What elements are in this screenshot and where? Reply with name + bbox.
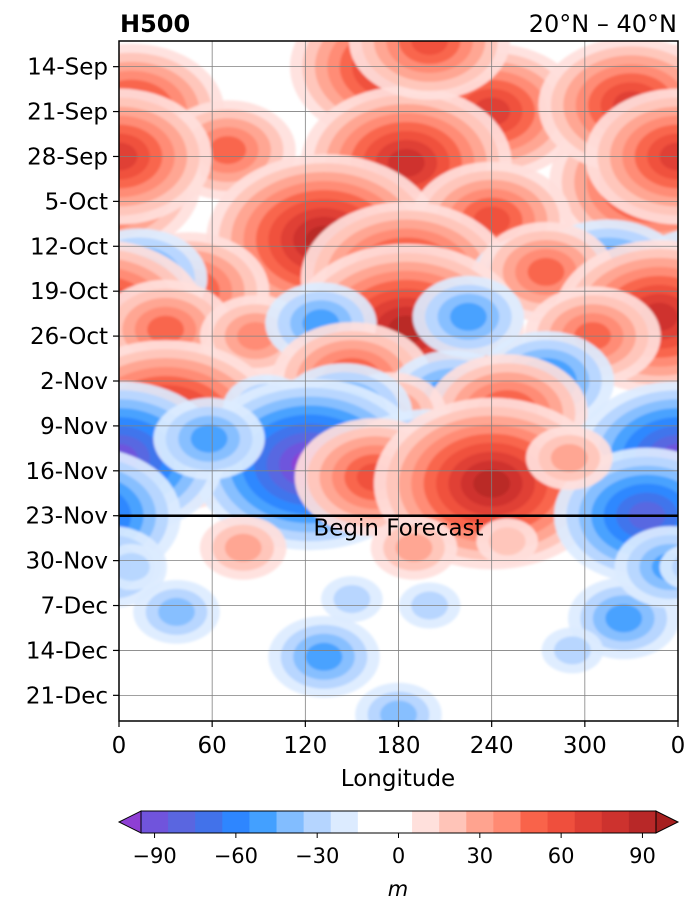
anomaly-contour [395,533,433,562]
y-tick-label: 9-Nov [40,414,108,440]
anomaly-contour [190,424,228,453]
y-tick-label: 28-Sep [27,144,108,170]
anomaly-cell-44 [268,615,380,698]
colorbar-swatch [195,811,223,833]
chart-title-right: 20°N – 40°N [529,10,677,38]
anomaly-cell-22 [412,275,525,358]
x-axis: 0 60 120 180 240 300 0 [112,721,686,759]
colorbar-extend-min [117,810,142,834]
colorbar-swatch [384,811,413,833]
anomaly-cell-7 [349,41,511,100]
y-tick-label: 21-Dec [26,683,108,709]
colorbar-swatch [601,811,630,833]
y-tick-label: 30-Nov [26,549,108,575]
anomaly-cell-39 [526,426,613,490]
anomaly-contour [672,556,678,578]
colorbar-swatch [520,811,549,833]
colorbar-label: m [388,877,408,901]
y-tick-label: 21-Sep [27,100,108,126]
colorbar-tick-label: 60 [548,844,575,868]
anomaly-contour [605,604,643,633]
colorbar-tick-label: 30 [466,844,493,868]
colorbar-swatch [330,811,359,833]
y-tick-label: 23-Nov [26,504,108,530]
colorbar-swatch [412,811,440,833]
y-tick-label: 2-Nov [40,369,108,395]
colorbar-tick-label: −90 [132,844,176,868]
anomaly-contour [450,302,487,331]
y-tick-label: 16-Nov [26,459,108,485]
colorbar-swatch [303,811,332,833]
colorbar-swatch [249,811,278,833]
anomaly-cell-51 [119,544,678,590]
x-tick-label: 0 [112,733,127,759]
colorbar-swatch [141,811,169,833]
colorbar: −90 −60 −30 0 30 60 90 [117,810,680,868]
x-tick-label: 120 [283,733,327,759]
forecast-marker: Begin Forecast [119,514,678,542]
anomaly-cell-43 [133,580,220,644]
anomaly-contour [550,444,588,472]
anomaly-contour [224,533,262,562]
x-tick-label: 0 [671,733,686,759]
x-tick-label: 60 [198,733,227,759]
colorbar-swatch [439,811,467,833]
anomaly-cell-45 [321,576,383,623]
x-tick-label: 240 [470,733,514,759]
grid-lines [119,41,678,721]
x-tick-label: 180 [377,733,421,759]
colorbar-swatch [168,811,196,833]
plot-area [119,41,697,721]
anomaly-contour [305,642,343,671]
y-tick-label: 5-Oct [45,189,108,215]
y-tick-label: 19-Oct [30,279,108,305]
anomaly-contour [147,315,185,344]
colorbar-swatch [222,811,250,833]
anomaly-contour [333,585,371,614]
colorbar-swatch [276,811,305,833]
x-axis-label: Longitude [341,766,455,792]
anomaly-contour [209,136,247,165]
anomaly-cell-40 [199,515,287,580]
anomaly-contour [680,264,697,292]
colorbar-swatch [547,811,576,833]
anomaly-contour [411,41,448,55]
colorbar-tick-label: −60 [214,844,258,868]
colorbar-extend-max [655,810,680,834]
colorbar-swatch [466,811,494,833]
y-tick-label: 12-Oct [30,234,108,260]
anomaly-contour [488,527,526,556]
colorbar-tick-label: −30 [295,844,339,868]
forecast-label: Begin Forecast [313,516,483,542]
y-tick-label: 14-Dec [26,638,108,664]
colorbar-swatch [493,811,521,833]
anomaly-contour [659,545,678,589]
anomaly-contour [527,257,565,286]
colorbar-swatch [574,811,603,833]
anomaly-contour [387,148,425,177]
y-tick-label: 14-Sep [27,55,108,81]
colorbar-swatch [628,811,657,833]
colorbar-tick-label: 0 [392,844,405,868]
chart-title-left: H500 [120,10,190,38]
anomaly-contour [158,597,195,626]
anomaly-contour [119,553,150,581]
x-tick-label: 300 [563,733,607,759]
y-tick-label: 26-Oct [30,324,108,350]
anomaly-cell-42 [476,518,538,565]
y-tick-label: 7-Dec [41,594,108,620]
anomaly-cell-34 [153,397,265,480]
y-axis: 14-Sep 21-Sep 28-Sep 5-Oct 12-Oct 19-Oct 26-Oc… [26,55,119,709]
colorbar-swatch [357,811,386,833]
colorbar-tick-label: 90 [629,844,656,868]
